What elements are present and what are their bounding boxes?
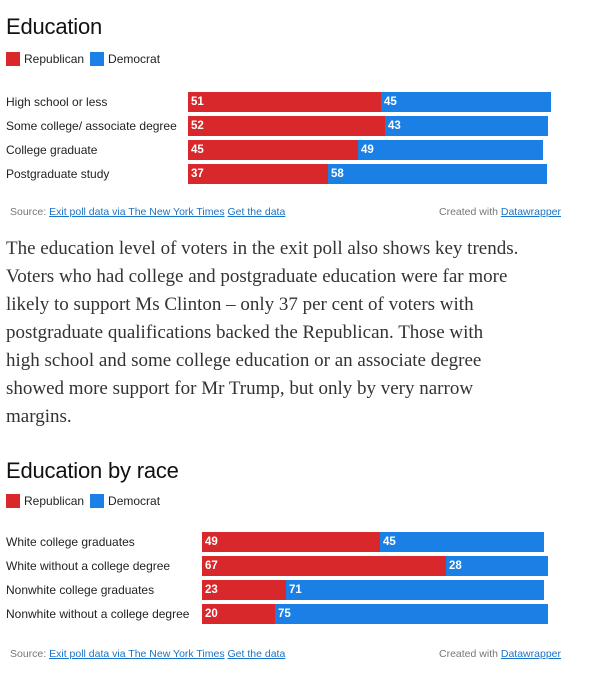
source-note: Source: Exit poll data via The New York … [10,648,285,660]
paragraph-line: margins. [6,406,72,427]
data-label: 67 [205,560,218,572]
data-label: 43 [388,120,401,132]
data-label: 23 [205,584,218,596]
credit-note: Created with Datawrapper [439,648,561,660]
credit-note: Created with Datawrapper [439,206,561,218]
data-label: 49 [205,536,218,548]
bar-democrat [328,164,547,184]
bar-republican [188,116,385,136]
bar-democrat [380,532,544,552]
datawrapper-link[interactable]: Datawrapper [500,206,561,218]
data-label: 49 [361,144,374,156]
data-label: 20 [205,608,218,620]
republican-swatch [6,494,20,508]
data-label: 45 [383,536,396,548]
legend-label: Republican [24,52,85,66]
paragraph-line: Voters who had college and postgraduate … [6,266,508,287]
get-data-link[interactable]: Get the data [227,648,286,660]
data-label: 45 [191,144,204,156]
democrat-swatch [90,52,105,66]
republican-swatch [6,52,20,66]
paragraph-line: showed more support for Mr Trump, but on… [6,378,474,399]
bar-republican [202,580,286,600]
bar-democrat [446,556,548,576]
legend-item-republican: Republican [6,52,84,66]
bar-democrat [286,580,544,600]
source-link[interactable]: Exit poll data via The New York Times [49,648,225,660]
bar-republican [188,164,328,184]
paragraph-line: The education level of voters in the exi… [6,238,519,259]
chart-title: Education [6,14,103,39]
category-label: White without a college degree [6,559,171,573]
legend: Republican Democrat [6,52,166,66]
bar-democrat [385,116,548,136]
credit-prefix: Created with [439,648,498,660]
data-label: 37 [191,168,204,180]
bar-republican [188,140,358,160]
chart-footer: Source: Exit poll data via The New York … [10,206,561,218]
paragraph-line: high school and some college education o… [6,350,482,371]
category-label: Postgraduate study [6,167,110,181]
data-label: 71 [289,584,302,596]
category-label: Nonwhite college graduates [6,583,155,597]
source-prefix: Source: [10,648,47,660]
paragraph-line: likely to support Ms Clinton – only 37 p… [6,294,474,315]
body-paragraph: The education level of voters in the exi… [6,235,581,431]
source-note: Source: Exit poll data via The New York … [10,206,285,218]
data-label: 58 [331,168,344,180]
bar-democrat [275,604,548,624]
datawrapper-link[interactable]: Datawrapper [500,648,561,660]
data-label: 75 [278,608,291,620]
legend-item-democrat: Democrat [90,52,160,66]
legend-item-democrat: Democrat [90,494,160,508]
bar-republican [202,532,380,552]
democrat-swatch [90,494,105,508]
paragraph-line: postgraduate qualifications backed the R… [6,322,484,343]
category-label: Nonwhite without a college degree [6,607,190,621]
education-by-race-chart: Education by race Republican Democrat Wh… [0,442,595,682]
bar-democrat [358,140,543,160]
category-label: College graduate [6,143,98,157]
bar-republican [202,556,446,576]
data-label: 28 [449,560,462,572]
legend-item-republican: Republican [6,494,84,508]
data-label: 51 [191,96,204,108]
get-data-link[interactable]: Get the data [227,206,286,218]
bar-republican [202,604,275,624]
data-label: 45 [384,96,397,108]
chart-footer: Source: Exit poll data via The New York … [10,648,561,660]
legend: Republican Democrat [6,494,166,508]
credit-prefix: Created with [439,206,498,218]
bar-republican [188,92,381,112]
education-chart: Education Republican Democrat High schoo… [0,0,595,230]
legend-label: Republican [24,494,85,508]
chart-title: Education by race [6,458,179,483]
category-label: Some college/ associate degree [6,119,177,133]
source-link[interactable]: Exit poll data via The New York Times [49,206,225,218]
bar-democrat [381,92,551,112]
source-prefix: Source: [10,206,47,218]
legend-label: Democrat [108,52,161,66]
legend-label: Democrat [108,494,161,508]
data-label: 52 [191,120,204,132]
category-label: High school or less [6,95,108,109]
category-label: White college graduates [6,535,135,549]
